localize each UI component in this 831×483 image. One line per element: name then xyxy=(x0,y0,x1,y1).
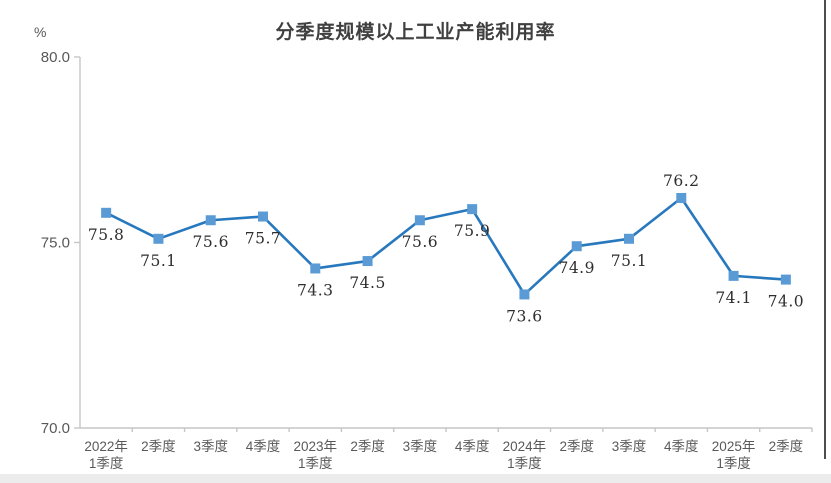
data-point-marker xyxy=(414,215,425,226)
data-point-marker xyxy=(728,270,739,281)
data-point-marker xyxy=(624,233,634,244)
data-point-label: 75.6 xyxy=(192,233,229,251)
data-point-label: 75.9 xyxy=(454,222,491,240)
x-axis-category-label: 3季度 xyxy=(612,439,647,454)
x-axis-category-label: 2022年 xyxy=(84,439,128,454)
data-point-label: 75.7 xyxy=(245,230,282,248)
data-point-marker xyxy=(519,289,530,300)
data-point-label: 74.5 xyxy=(349,274,386,292)
data-point-label: 74.9 xyxy=(558,259,595,277)
data-point-marker xyxy=(780,274,791,285)
x-axis-category-label: 2季度 xyxy=(141,439,176,454)
data-point-marker xyxy=(101,207,112,218)
x-axis-category-label: 3季度 xyxy=(193,439,228,454)
x-axis-category-label: 3季度 xyxy=(403,439,438,454)
data-point-marker xyxy=(258,211,268,222)
data-point-label: 74.0 xyxy=(768,293,805,311)
x-axis-category-label: 2023年 xyxy=(294,439,338,454)
data-point-marker xyxy=(205,215,216,226)
data-point-label: 74.3 xyxy=(297,281,334,299)
x-axis-category-label: 2季度 xyxy=(559,439,594,454)
data-point-marker xyxy=(310,263,321,274)
y-axis-unit-label: % xyxy=(34,24,47,40)
x-axis-category-label: 4季度 xyxy=(246,439,281,454)
x-axis-category-label: 2季度 xyxy=(769,439,804,454)
series-line xyxy=(104,196,788,296)
data-point-label: 74.1 xyxy=(715,289,752,307)
data-point-label: 75.1 xyxy=(611,252,648,270)
x-axis-category-label: 1季度 xyxy=(298,456,333,471)
page-bottom-strip xyxy=(0,474,831,483)
y-axis-tick-label: 70.0 xyxy=(41,420,70,437)
data-point-marker xyxy=(153,233,164,244)
data-point-label: 75.6 xyxy=(402,233,439,251)
data-point-label: 76.2 xyxy=(663,172,700,190)
data-point-marker xyxy=(676,192,687,203)
x-axis-category-label: 1季度 xyxy=(89,456,124,471)
x-axis-category-label: 2024年 xyxy=(503,439,547,454)
y-axis-tick-label: 80.0 xyxy=(41,49,70,66)
data-point-label: 73.6 xyxy=(506,307,543,325)
data-point-marker xyxy=(571,241,582,252)
x-axis-category-label: 4季度 xyxy=(455,439,490,454)
x-axis-category-label: 2季度 xyxy=(350,439,385,454)
x-axis-category-label: 2025年 xyxy=(712,439,756,454)
x-axis-category-label: 1季度 xyxy=(507,456,542,471)
page-right-border xyxy=(824,0,826,459)
data-point-marker xyxy=(362,256,373,267)
chart-title: 分季度规模以上工业产能利用率 xyxy=(275,22,556,43)
x-axis-category-label: 1季度 xyxy=(716,456,751,471)
data-point-marker xyxy=(467,204,478,215)
data-point-label: 75.1 xyxy=(140,252,177,270)
y-axis-tick-label: 75.0 xyxy=(41,235,70,252)
x-axis-category-label: 4季度 xyxy=(664,439,699,454)
data-point-label: 75.8 xyxy=(88,226,125,244)
